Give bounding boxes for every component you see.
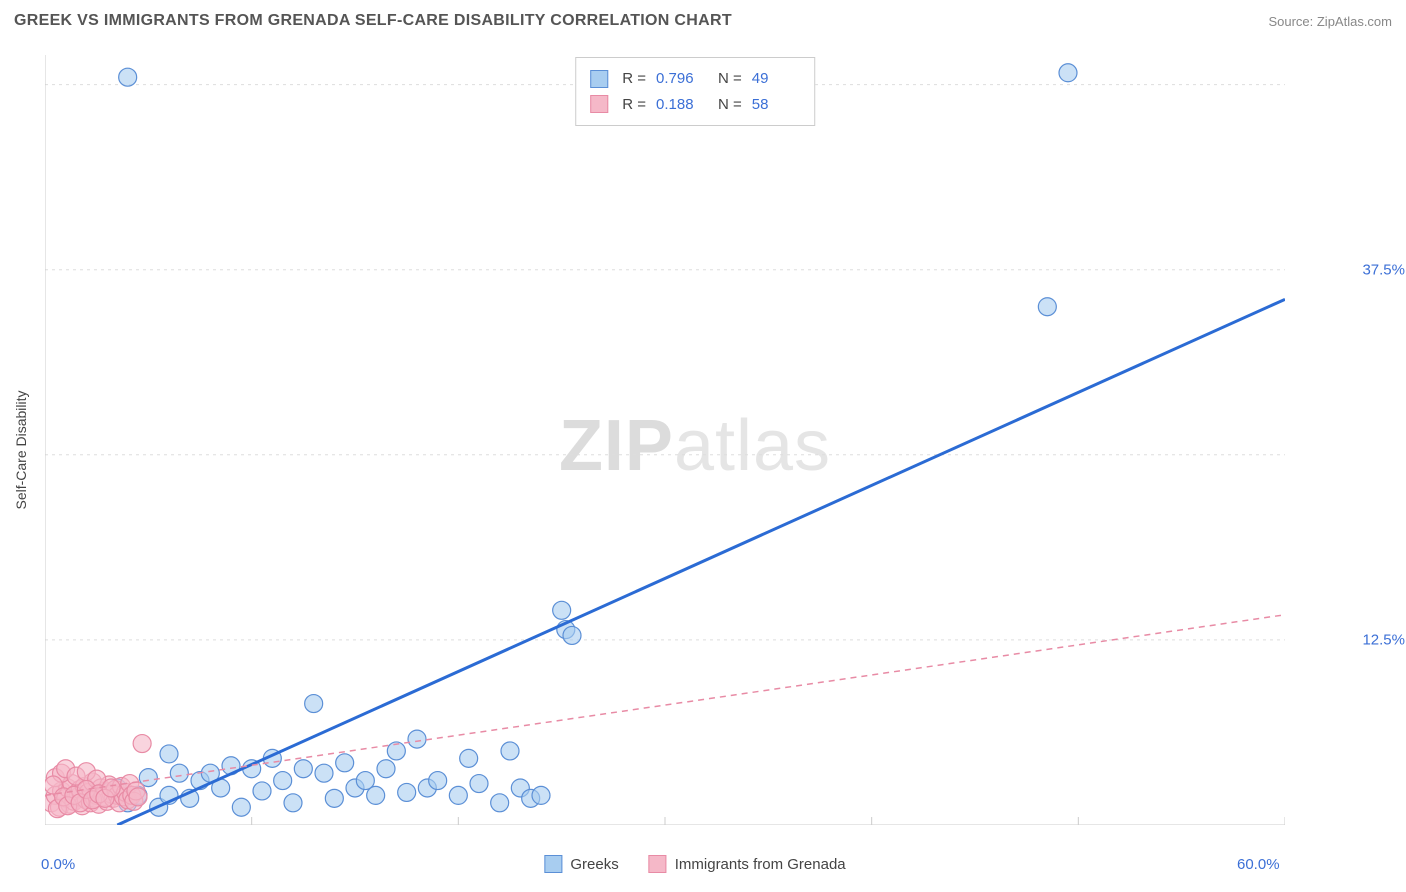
r-value-greeks: 0.796 — [656, 66, 704, 92]
legend-swatch-grenada — [649, 855, 667, 873]
n-label: N = — [718, 92, 742, 118]
legend-item-grenada: Immigrants from Grenada — [649, 855, 846, 873]
legend-swatch-grenada — [590, 95, 608, 113]
n-value-greeks: 49 — [752, 66, 800, 92]
scatter-plot — [45, 55, 1285, 825]
x-tick-label: 0.0% — [41, 856, 75, 873]
legend-stats-row: R = 0.188 N = 58 — [590, 92, 800, 118]
legend-label-grenada: Immigrants from Grenada — [675, 856, 846, 873]
y-tick-label: 12.5% — [1362, 631, 1405, 648]
y-axis-label: Self-Care Disability — [13, 390, 29, 509]
chart-area: Self-Care Disability ZIPatlas R = 0.796 … — [45, 55, 1345, 845]
legend-swatch-greeks — [590, 70, 608, 88]
source-link[interactable]: ZipAtlas.com — [1317, 14, 1392, 29]
r-value-grenada: 0.188 — [656, 92, 704, 118]
legend-swatch-greeks — [544, 855, 562, 873]
legend-stats-box: R = 0.796 N = 49 R = 0.188 N = 58 — [575, 57, 815, 126]
source-prefix: Source: — [1268, 14, 1316, 29]
n-value-grenada: 58 — [752, 92, 800, 118]
n-label: N = — [718, 66, 742, 92]
x-tick-label: 60.0% — [1237, 856, 1280, 873]
legend-item-greeks: Greeks — [544, 855, 618, 873]
r-label: R = — [622, 92, 646, 118]
source-attribution: Source: ZipAtlas.com — [1268, 14, 1392, 29]
y-tick-label: 37.5% — [1362, 261, 1405, 278]
legend-stats-row: R = 0.796 N = 49 — [590, 66, 800, 92]
chart-title: GREEK VS IMMIGRANTS FROM GRENADA SELF-CA… — [14, 12, 732, 30]
r-label: R = — [622, 66, 646, 92]
legend-label-greeks: Greeks — [570, 856, 618, 873]
legend-series: Greeks Immigrants from Grenada — [544, 855, 845, 873]
